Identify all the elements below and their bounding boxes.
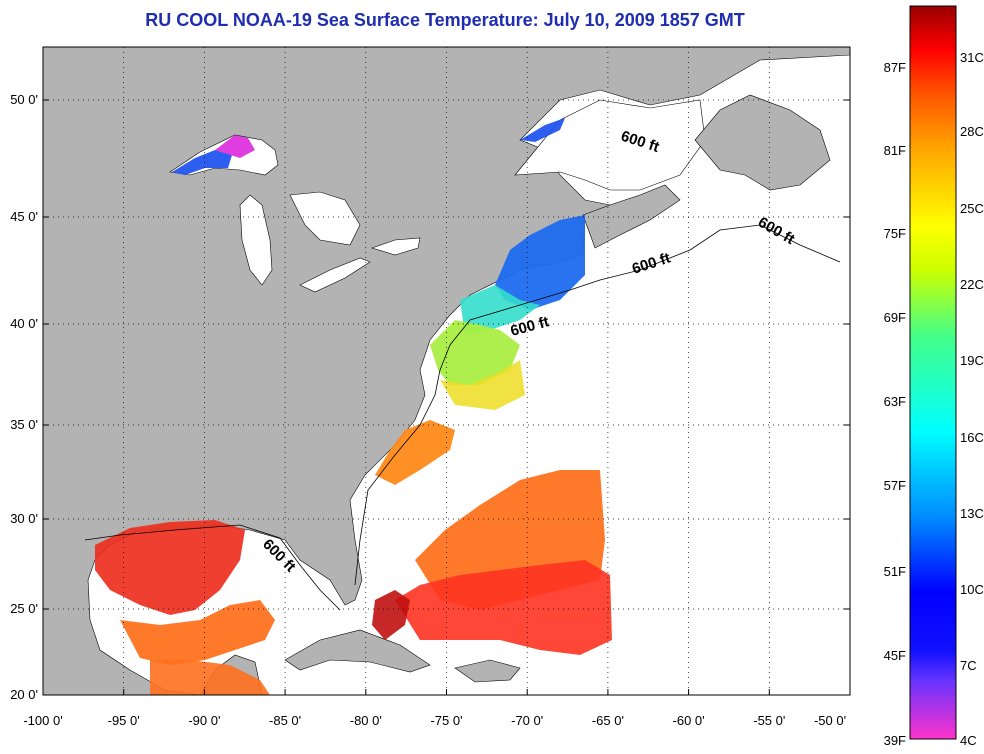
colorbar-c-label: 31C xyxy=(960,50,984,65)
lon-label: -80 0' xyxy=(350,713,382,728)
tick-marks xyxy=(42,99,851,695)
sst-lake-superior-blue xyxy=(172,150,232,175)
sst-mid-atlantic-green xyxy=(430,320,520,385)
lon-label: -65 0' xyxy=(592,713,624,728)
sst-mid-atlantic-yellow xyxy=(440,360,525,410)
lake-erie xyxy=(299,257,371,293)
sst-sargasso-red xyxy=(395,560,612,655)
lat-label: 40 0' xyxy=(10,316,38,331)
lake-huron xyxy=(289,191,361,246)
lat-label: 45 0' xyxy=(10,209,38,224)
colorbar-c-label: 16C xyxy=(960,430,984,445)
sst-carolina-orange xyxy=(375,420,455,485)
colorbar-c-label: 7C xyxy=(960,658,977,673)
colorbar-c-label: 4C xyxy=(960,733,977,748)
lon-label: -95 0' xyxy=(108,713,140,728)
lat-label: 25 0' xyxy=(10,601,38,616)
colorbar-c-label: 19C xyxy=(960,353,984,368)
lon-label: -90 0' xyxy=(188,713,220,728)
map-title: RU COOL NOAA-19 Sea Surface Temperature:… xyxy=(145,10,745,30)
lon-label: -100 0' xyxy=(23,713,62,728)
colorbar-c-label: 10C xyxy=(960,582,984,597)
land-nova-scotia xyxy=(582,184,681,249)
land-hispaniola xyxy=(454,659,521,683)
colorbar-f-label: 63F xyxy=(884,394,906,409)
lon-label: -85 0' xyxy=(269,713,301,728)
depth-contour-gulf xyxy=(84,524,341,611)
colorbar-f-label: 75F xyxy=(884,226,906,241)
land-newfoundland xyxy=(694,94,831,191)
land-cuba xyxy=(284,629,431,673)
sst-gulf-mexico-orange xyxy=(120,600,275,665)
lat-label: 50 0' xyxy=(10,92,38,107)
lake-ontario xyxy=(371,237,421,256)
colorbar-c-label: 22C xyxy=(960,277,984,292)
lon-label: -50 0' xyxy=(814,713,846,728)
depth-contour-atlantic xyxy=(354,224,841,586)
lon-label: -75 0' xyxy=(430,713,462,728)
graticule xyxy=(43,47,850,695)
colorbar-f-label: 45F xyxy=(884,648,906,663)
lat-label: 20 0' xyxy=(10,687,38,702)
lat-label: 35 0' xyxy=(10,417,38,432)
colorbar-f-label: 57F xyxy=(884,478,906,493)
colorbar-f-label: 51F xyxy=(884,564,906,579)
sst-st-lawrence-blue xyxy=(520,118,565,142)
lat-label: 30 0' xyxy=(10,511,38,526)
lon-label: -60 0' xyxy=(673,713,705,728)
sst-bahamas-darkred xyxy=(372,590,410,640)
colorbar-f-label: 69F xyxy=(884,310,906,325)
colorbar-f-label: 39F xyxy=(884,733,906,748)
lon-label: -70 0' xyxy=(511,713,543,728)
sst-lake-superior-magenta xyxy=(215,135,255,158)
lake-michigan xyxy=(239,194,273,286)
colorbar-gradient xyxy=(909,5,957,740)
lon-label: -55 0' xyxy=(753,713,785,728)
sst-gulf-mexico-red xyxy=(95,520,245,615)
colorbar-f-label: 87F xyxy=(884,60,906,75)
colorbar-c-label: 13C xyxy=(960,506,984,521)
sst-caribbean-orange xyxy=(150,660,270,695)
colorbar-f-label: 81F xyxy=(884,143,906,158)
colorbar-c-label: 28C xyxy=(960,124,984,139)
colorbar-c-label: 25C xyxy=(960,201,984,216)
sst-shelf-cyan xyxy=(460,285,540,335)
sst-gulf-of-maine xyxy=(495,215,585,310)
